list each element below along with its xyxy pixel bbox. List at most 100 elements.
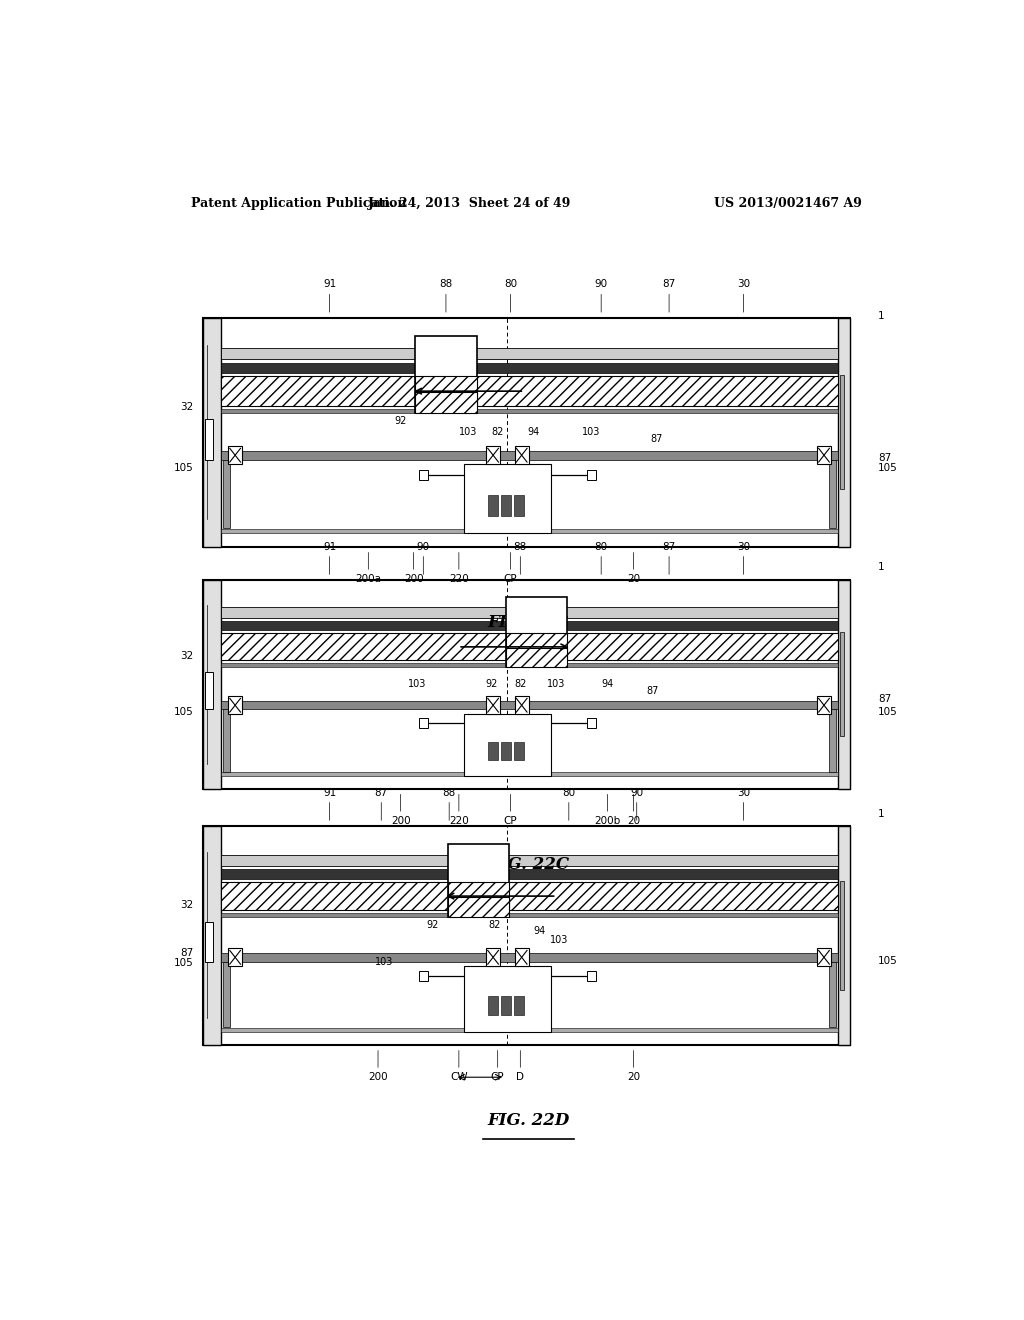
Text: 103: 103 [550, 935, 568, 945]
Bar [501, 495, 511, 516]
Text: 92: 92 [485, 680, 498, 689]
Bar [223, 962, 230, 1027]
Text: 105: 105 [878, 957, 898, 966]
Text: 103: 103 [408, 680, 426, 689]
Text: FIG. 22C: FIG. 22C [488, 857, 569, 874]
Bar [419, 718, 428, 729]
Text: 20: 20 [627, 1072, 640, 1082]
Bar [221, 376, 839, 407]
Bar [228, 948, 243, 966]
Bar [221, 913, 839, 917]
Text: 92: 92 [427, 920, 439, 929]
Text: 88: 88 [439, 280, 453, 289]
Text: 200: 200 [369, 1072, 388, 1082]
Text: 94: 94 [534, 927, 546, 936]
Text: 87: 87 [647, 685, 659, 696]
Text: 103: 103 [547, 680, 565, 689]
Bar [506, 648, 567, 667]
Text: CP: CP [490, 1072, 505, 1082]
Text: 87: 87 [650, 434, 663, 445]
Text: 20: 20 [627, 816, 640, 826]
Bar [828, 459, 836, 528]
Bar [204, 581, 850, 788]
Text: 87: 87 [180, 948, 194, 958]
Text: 32: 32 [180, 403, 194, 412]
Text: 87: 87 [663, 541, 676, 552]
Text: 88: 88 [514, 541, 527, 552]
Text: US 2013/0021467 A9: US 2013/0021467 A9 [714, 197, 862, 210]
Bar [221, 869, 839, 879]
Bar [828, 709, 836, 772]
Text: 87: 87 [878, 694, 891, 704]
Bar [486, 696, 501, 714]
Bar [839, 318, 850, 546]
Bar [817, 446, 831, 465]
Text: CP: CP [504, 574, 517, 585]
Text: 82: 82 [488, 920, 501, 929]
Bar [514, 742, 523, 760]
Bar [839, 581, 850, 788]
Bar [840, 632, 844, 737]
Text: 103: 103 [460, 428, 478, 437]
Bar [223, 709, 230, 772]
Bar [228, 446, 243, 465]
Bar [839, 826, 850, 1044]
Text: 1: 1 [878, 562, 885, 572]
Bar [487, 495, 498, 516]
Bar [205, 672, 213, 709]
Bar [587, 970, 596, 981]
Text: 82: 82 [514, 680, 526, 689]
Text: 220: 220 [449, 574, 469, 585]
Text: 90: 90 [630, 788, 643, 797]
Bar [204, 318, 221, 546]
Text: FIG. 22B: FIG. 22B [487, 614, 569, 631]
Text: 32: 32 [180, 900, 194, 911]
Bar [221, 772, 839, 776]
Bar [506, 597, 567, 667]
Text: 90: 90 [595, 280, 607, 289]
Text: 91: 91 [323, 280, 336, 289]
Bar [419, 970, 428, 981]
Bar [221, 854, 839, 866]
Bar [506, 634, 567, 660]
Bar [221, 663, 839, 667]
Bar [223, 459, 230, 528]
Text: 1: 1 [878, 809, 885, 818]
Text: 1: 1 [878, 312, 885, 321]
Bar [228, 696, 243, 714]
Text: 105: 105 [174, 463, 194, 474]
Bar [221, 347, 839, 359]
Text: 200: 200 [403, 574, 423, 585]
Text: 87: 87 [878, 453, 891, 463]
Bar [447, 898, 509, 917]
Bar [415, 376, 476, 407]
Text: 91: 91 [323, 541, 336, 552]
Text: 220: 220 [449, 816, 469, 826]
Bar [464, 465, 551, 533]
Bar [817, 696, 831, 714]
Text: 200b: 200b [595, 816, 621, 826]
Text: Patent Application Publication: Patent Application Publication [191, 197, 407, 210]
Text: 87: 87 [375, 788, 388, 797]
Bar [514, 446, 528, 465]
Bar [221, 701, 839, 709]
Text: CP: CP [504, 816, 517, 826]
Bar [487, 995, 498, 1015]
Text: 92: 92 [394, 416, 407, 426]
Text: 82: 82 [492, 428, 504, 437]
Bar [415, 392, 476, 413]
Text: FIG. 22D: FIG. 22D [487, 1113, 570, 1130]
Text: 30: 30 [737, 541, 750, 552]
Bar [464, 966, 551, 1032]
Bar [514, 995, 523, 1015]
Text: 87: 87 [663, 280, 676, 289]
Bar [486, 948, 501, 966]
Bar [221, 634, 839, 660]
Text: 90: 90 [417, 541, 430, 552]
Bar [447, 882, 509, 911]
Bar [205, 923, 213, 962]
Bar [221, 1028, 839, 1032]
Bar [204, 826, 850, 1044]
Text: 105: 105 [878, 708, 898, 717]
Text: 94: 94 [527, 428, 540, 437]
